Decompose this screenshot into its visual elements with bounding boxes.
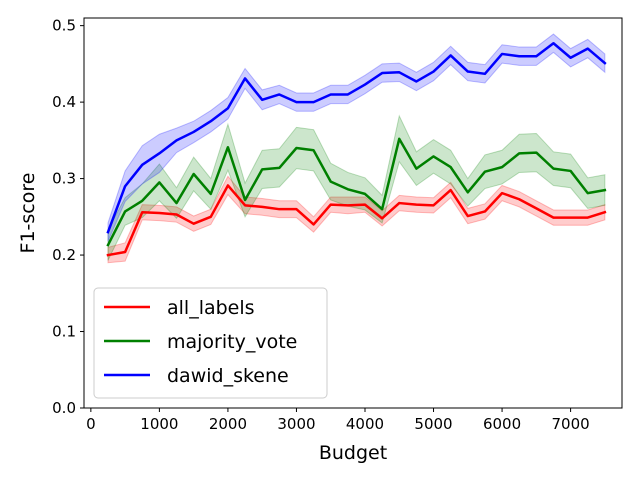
x-axis-ticks: 0 1000 2000 3000 4000 5000 6000 7000 bbox=[86, 408, 590, 433]
legend-label-dawid_skene: dawid_skene bbox=[167, 365, 289, 387]
band-majority_vote bbox=[107, 114, 606, 261]
band-all_labels bbox=[107, 175, 606, 264]
y-tick-label: 0.1 bbox=[52, 323, 76, 341]
y-axis-title: F1-score bbox=[17, 173, 39, 254]
x-tick-label: 1000 bbox=[140, 415, 178, 433]
x-tick-label: 3000 bbox=[277, 415, 315, 433]
confidence-bands bbox=[107, 33, 606, 264]
y-axis-ticks: 0.0 0.1 0.2 0.3 0.4 0.5 bbox=[52, 17, 84, 417]
x-tick-label: 2000 bbox=[209, 415, 247, 433]
x-axis-title: Budget bbox=[319, 442, 387, 464]
y-tick-label: 0.3 bbox=[52, 170, 76, 188]
line-dawid_skene bbox=[106, 41, 607, 234]
x-tick-label: 5000 bbox=[414, 415, 452, 433]
y-tick-label: 0.5 bbox=[52, 17, 76, 35]
series-lines bbox=[106, 41, 607, 257]
y-tick-label: 0.0 bbox=[52, 399, 76, 417]
line-majority_vote bbox=[106, 137, 607, 247]
x-tick-label: 7000 bbox=[552, 415, 590, 433]
y-tick-label: 0.2 bbox=[52, 246, 76, 264]
y-tick-label: 0.4 bbox=[52, 93, 76, 111]
band-dawid_skene bbox=[107, 33, 606, 242]
x-tick-label: 0 bbox=[86, 415, 96, 433]
legend: all_labels majority_vote dawid_skene bbox=[93, 287, 328, 399]
legend-label-majority_vote: majority_vote bbox=[167, 331, 297, 353]
plot-frame bbox=[83, 17, 623, 409]
legend-label-all_labels: all_labels bbox=[167, 297, 255, 319]
line-all_labels bbox=[106, 184, 607, 257]
legend-box bbox=[93, 287, 328, 399]
x-tick-label: 6000 bbox=[483, 415, 521, 433]
x-tick-label: 4000 bbox=[346, 415, 384, 433]
